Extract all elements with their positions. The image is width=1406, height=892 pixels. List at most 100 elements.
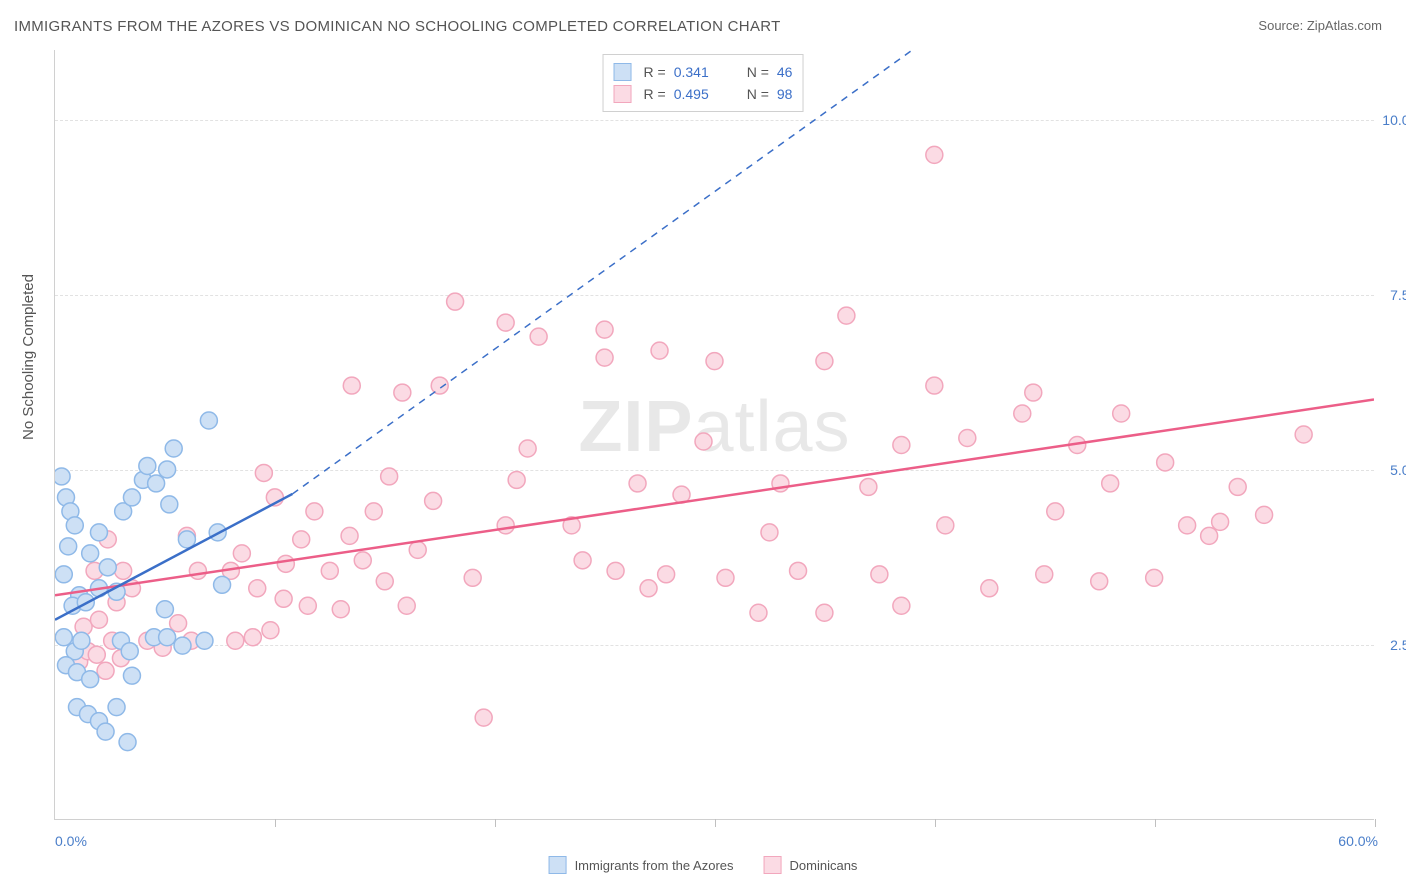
data-point	[750, 604, 767, 621]
legend-row-dominicans: R = 0.495 N = 98	[614, 83, 793, 105]
correlation-legend: R = 0.341 N = 46 R = 0.495 N = 98	[603, 54, 804, 112]
data-point	[293, 531, 310, 548]
data-point	[365, 503, 382, 520]
data-point	[447, 293, 464, 310]
n-label: N =	[747, 86, 769, 102]
data-point	[1295, 426, 1312, 443]
data-point	[381, 468, 398, 485]
x-tick	[275, 819, 276, 827]
data-point	[816, 604, 833, 621]
data-point	[1212, 513, 1229, 530]
data-point	[214, 576, 231, 593]
data-point	[249, 580, 266, 597]
data-point	[651, 342, 668, 359]
data-point	[156, 601, 173, 618]
data-point	[838, 307, 855, 324]
y-tick-label: 7.5%	[1390, 287, 1406, 303]
source-value: ZipAtlas.com	[1307, 18, 1382, 33]
r-value-dominicans: 0.495	[674, 86, 729, 102]
n-value-dominicans: 98	[777, 86, 793, 102]
data-point	[1047, 503, 1064, 520]
data-point	[607, 562, 624, 579]
data-point	[1201, 527, 1218, 544]
data-point	[1157, 454, 1174, 471]
data-point	[937, 517, 954, 534]
x-tick	[1155, 819, 1156, 827]
data-point	[574, 552, 591, 569]
data-point	[497, 314, 514, 331]
data-point	[425, 492, 442, 509]
r-label: R =	[644, 64, 666, 80]
data-point	[60, 538, 77, 555]
n-label: N =	[747, 64, 769, 80]
data-point	[497, 517, 514, 534]
data-point	[55, 468, 70, 485]
data-point	[90, 524, 107, 541]
data-point	[174, 637, 191, 654]
data-point	[343, 377, 360, 394]
r-label: R =	[644, 86, 666, 102]
data-point	[860, 478, 877, 495]
data-point	[139, 457, 156, 474]
data-point	[464, 569, 481, 586]
data-point	[82, 671, 99, 688]
data-point	[170, 615, 187, 632]
swatch-dominicans-icon	[764, 856, 782, 874]
data-point	[299, 597, 316, 614]
data-point	[816, 353, 833, 370]
data-point	[73, 632, 90, 649]
x-min-label: 0.0%	[55, 833, 87, 849]
data-point	[332, 601, 349, 618]
data-point	[306, 503, 323, 520]
data-point	[189, 562, 206, 579]
y-tick-label: 5.0%	[1390, 462, 1406, 478]
data-point	[97, 662, 114, 679]
legend-item-dominicans: Dominicans	[764, 856, 858, 874]
data-point	[277, 555, 294, 572]
data-point	[108, 699, 125, 716]
data-point	[233, 545, 250, 562]
swatch-dominicans	[614, 85, 632, 103]
data-point	[227, 632, 244, 649]
data-point	[926, 146, 943, 163]
data-point	[159, 629, 176, 646]
data-point	[640, 580, 657, 597]
source-attribution: Source: ZipAtlas.com	[1258, 18, 1382, 33]
trendline-dominicans	[55, 400, 1374, 596]
data-point	[88, 646, 105, 663]
data-point	[90, 611, 107, 628]
data-point	[398, 597, 415, 614]
legend-label-dominicans: Dominicans	[790, 858, 858, 873]
data-point	[893, 597, 910, 614]
data-point	[596, 321, 613, 338]
data-point	[97, 723, 114, 740]
swatch-azores	[614, 63, 632, 81]
data-point	[409, 541, 426, 558]
data-point	[159, 461, 176, 478]
data-point	[893, 436, 910, 453]
data-point	[376, 573, 393, 590]
swatch-azores-icon	[549, 856, 567, 874]
data-point	[341, 527, 358, 544]
r-value-azores: 0.341	[674, 64, 729, 80]
data-point	[123, 489, 140, 506]
data-point	[200, 412, 217, 429]
data-point	[706, 353, 723, 370]
chart-title: IMMIGRANTS FROM THE AZORES VS DOMINICAN …	[14, 18, 781, 35]
data-point	[629, 475, 646, 492]
y-tick-label: 2.5%	[1390, 637, 1406, 653]
data-point	[1014, 405, 1031, 422]
x-tick	[495, 819, 496, 827]
data-point	[66, 517, 83, 534]
data-point	[321, 562, 338, 579]
data-point	[959, 430, 976, 447]
data-point	[82, 545, 99, 562]
data-point	[519, 440, 536, 457]
data-point	[275, 590, 292, 607]
data-point	[695, 433, 712, 450]
data-point	[1025, 384, 1042, 401]
data-point	[1229, 478, 1246, 495]
data-point	[790, 562, 807, 579]
n-value-azores: 46	[777, 64, 793, 80]
chart-container: IMMIGRANTS FROM THE AZORES VS DOMINICAN …	[0, 0, 1406, 892]
